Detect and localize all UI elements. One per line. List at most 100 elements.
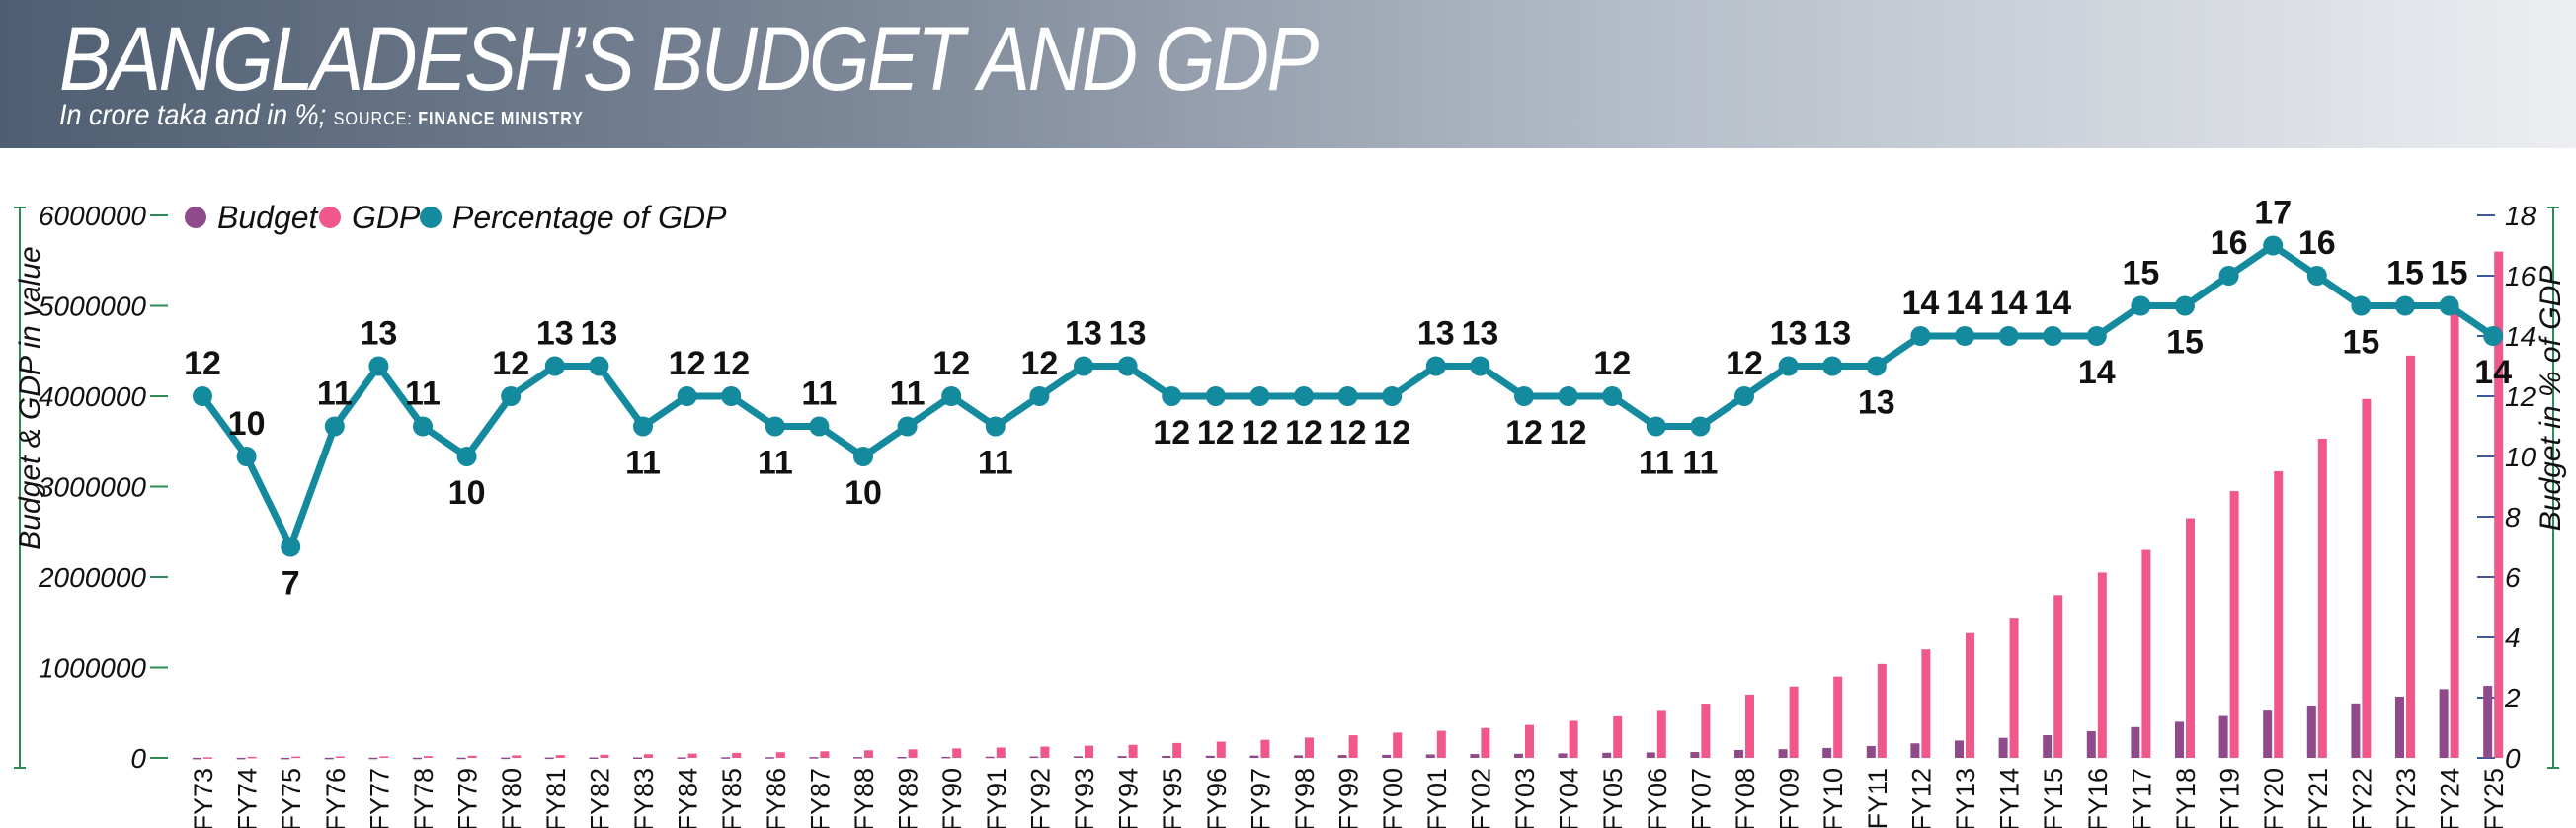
x-tick-label: FY11 xyxy=(1863,768,1892,828)
percentage-label: 10 xyxy=(448,474,486,512)
budget-bar xyxy=(853,757,862,759)
percentage-label: 11 xyxy=(801,375,837,413)
chart-subtitle: In crore taka and in %; SOURCE: FINANCE … xyxy=(59,99,584,132)
percentage-label: 12 xyxy=(1020,345,1058,382)
percentage-label: 12 xyxy=(1550,414,1587,452)
budget-bar xyxy=(1249,755,1259,758)
percentage-label: 11 xyxy=(1682,445,1718,482)
right-tick-label: 16 xyxy=(2505,261,2536,291)
x-tick-label: FY18 xyxy=(2171,768,2201,828)
budget-bar xyxy=(2483,686,2493,758)
budget-bar xyxy=(1955,740,1964,758)
percentage-point xyxy=(2131,295,2151,316)
budget-bar xyxy=(1514,753,1523,758)
percentage-point xyxy=(1337,386,1358,406)
budget-bar xyxy=(2086,731,2096,758)
x-tick-label: FY82 xyxy=(585,768,614,828)
percentage-point xyxy=(2439,295,2459,316)
budget-bar xyxy=(236,757,246,760)
percentage-point xyxy=(1866,356,1887,376)
budget-bar xyxy=(1205,755,1215,758)
x-tick-label: FY87 xyxy=(805,768,835,828)
percentage-point xyxy=(1910,326,1931,346)
budget-bar xyxy=(368,757,378,760)
percentage-point xyxy=(1074,356,1093,376)
budget-bar xyxy=(2263,710,2273,758)
percentage-point xyxy=(501,386,522,406)
gdp-bar xyxy=(1172,742,1182,758)
gdp-bar xyxy=(644,754,653,758)
right-tick-label: 2 xyxy=(2504,683,2521,713)
budget-bar xyxy=(1690,752,1700,758)
x-tick-label: FY22 xyxy=(2347,768,2376,828)
x-tick-label: FY15 xyxy=(2039,768,2068,828)
budget-bar xyxy=(1558,753,1568,758)
percentage-point xyxy=(456,447,477,466)
gdp-bar xyxy=(1701,704,1711,758)
budget-bar xyxy=(897,756,907,759)
gdp-bar xyxy=(1833,676,1843,758)
x-tick-label: FY08 xyxy=(1731,768,1760,828)
budget-bar xyxy=(1117,756,1127,758)
x-tick-label: FY86 xyxy=(762,768,791,828)
percentage-label: 12 xyxy=(1373,414,1410,452)
chart-header: BANGLADESH’S BUDGET AND GDP In crore tak… xyxy=(0,0,2576,148)
x-tick-label: FY88 xyxy=(849,768,879,828)
x-tick-label: FY23 xyxy=(2391,768,2421,828)
percentage-label: 16 xyxy=(2211,224,2248,262)
budget-bar xyxy=(985,756,995,759)
percentage-label: 12 xyxy=(1153,414,1190,452)
budget-bar xyxy=(589,757,599,760)
percentage-label: 10 xyxy=(845,474,882,512)
gdp-bar xyxy=(687,753,697,758)
x-tick-label: FY78 xyxy=(409,768,439,828)
gdp-bar xyxy=(908,749,918,758)
legend-label: GDP xyxy=(352,200,421,235)
source-label: SOURCE: FINANCE MINISTRY xyxy=(333,109,584,128)
gdp-bar xyxy=(820,751,830,758)
x-tick-label: FY93 xyxy=(1070,768,1099,828)
budget-bar xyxy=(2351,703,2361,758)
gdp-bar xyxy=(467,755,477,758)
percentage-point xyxy=(1249,386,1270,406)
gdp-bar xyxy=(2362,398,2372,758)
gdp-bar xyxy=(2097,572,2107,758)
budget-bar xyxy=(1998,737,2008,758)
left-tick-label: 3000000 xyxy=(39,472,146,503)
percentage-point xyxy=(589,356,609,376)
gdp-bar xyxy=(1789,686,1799,758)
x-tick-label: FY03 xyxy=(1510,768,1540,828)
x-tick-label: FY95 xyxy=(1158,768,1187,828)
percentage-point xyxy=(1162,386,1182,406)
percentage-point xyxy=(1778,356,1799,376)
x-tick-label: FY75 xyxy=(277,768,306,828)
percentage-label: 11 xyxy=(758,445,793,482)
budget-bar xyxy=(1822,747,1832,758)
percentage-label: 14 xyxy=(1990,285,2028,322)
budget-bar xyxy=(2218,715,2228,758)
gdp-bar xyxy=(2009,618,2019,758)
gdp-bar xyxy=(1216,741,1226,758)
x-tick-label: FY91 xyxy=(982,768,1011,828)
percentage-point xyxy=(1955,326,1974,346)
percentage-point xyxy=(1205,386,1226,406)
percentage-point xyxy=(941,386,962,406)
x-tick-label: FY16 xyxy=(2083,768,2113,828)
x-tick-label: FY76 xyxy=(321,768,351,828)
left-tick-label: 0 xyxy=(130,743,146,774)
budget-bar xyxy=(721,757,731,759)
percentage-point xyxy=(413,416,433,437)
gdp-bar xyxy=(2053,595,2063,758)
gdp-bar xyxy=(555,755,565,758)
right-tick-label: 10 xyxy=(2505,442,2536,472)
budget-bar xyxy=(193,757,201,760)
percentage-label: 12 xyxy=(669,345,706,382)
percentage-label: 11 xyxy=(405,375,441,413)
gdp-bar xyxy=(291,756,301,759)
x-tick-label: FY94 xyxy=(1114,768,1144,828)
gdp-bar xyxy=(2494,251,2504,759)
percentage-point xyxy=(1294,386,1314,406)
right-tick-label: 14 xyxy=(2505,321,2536,352)
percentage-label: 11 xyxy=(1639,445,1674,482)
